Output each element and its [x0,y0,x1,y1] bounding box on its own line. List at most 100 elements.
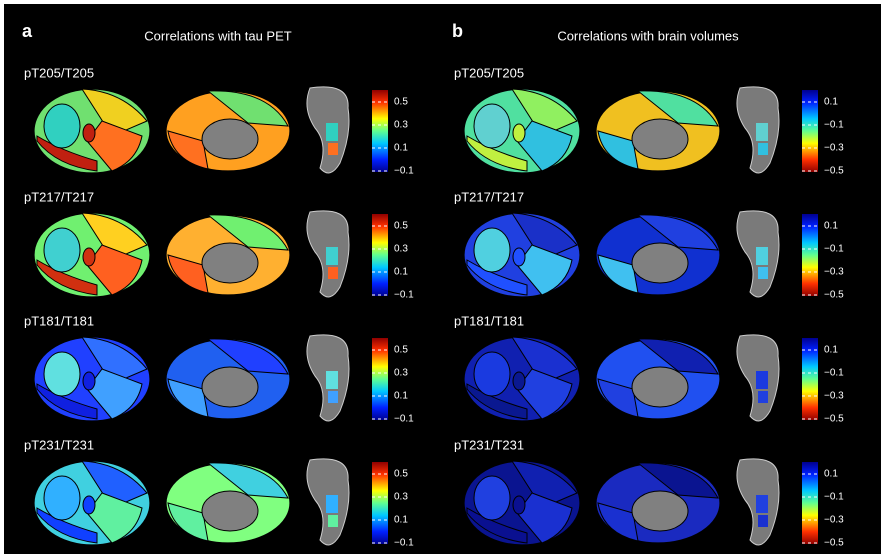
brain-region [473,103,511,149]
brain-region [516,244,573,296]
colorbar [802,462,818,544]
colorbar-tick-label: 0.1 [394,391,408,402]
brain-region [473,475,511,521]
colorbar-tick-label: −0.5 [824,166,844,177]
colorbar [802,214,818,296]
brain-region [511,212,578,261]
brain-core [201,366,259,408]
row-label: pT181/T181 [454,313,524,328]
brain-region [636,90,719,127]
brain-region [81,336,148,385]
brain-region [206,462,289,499]
brain-region [82,371,96,391]
brain-region [43,227,81,273]
colorbar-tick-label: 0.5 [394,221,408,232]
brain-region [86,492,143,544]
brain-region [512,247,526,267]
colorbar-tick-label: −0.1 [824,244,844,255]
brain-region [86,120,143,172]
brain-region [326,123,338,141]
colorbar-tick-label: 0.1 [824,345,838,356]
brain-region [756,495,768,513]
colorbar-tick-label: −0.3 [824,267,844,278]
brain-region [82,495,96,515]
colorbar-tick-label: 0.1 [824,97,838,108]
brain-region [516,492,573,544]
colorbar [372,338,388,420]
colorbar-tick-label: 0.1 [824,221,838,232]
colorbar-tick-label: −0.1 [824,492,844,503]
brain-region [43,103,81,149]
brain-region [758,267,768,279]
row-label: pT205/T205 [454,65,524,80]
brain-region [82,123,96,143]
colorbar-tick-label: 0.1 [394,515,408,526]
panel-label: a [22,21,33,41]
colorbar-tick-label: −0.3 [824,515,844,526]
colorbar-tick-label: 0.1 [824,469,838,480]
brain-core [631,366,689,408]
colorbar-tick-label: 0.3 [394,368,408,379]
brain-region [206,338,289,375]
colorbar-tick-label: 0.5 [394,345,408,356]
brain-region [636,338,719,375]
colorbar [372,214,388,296]
colorbar [802,90,818,172]
brain-region [206,90,289,127]
colorbar-tick-label: −0.3 [824,391,844,402]
brain-core [201,490,259,532]
panel-title: Correlations with tau PET [144,28,291,43]
brain-core [631,118,689,160]
brain-region [511,336,578,385]
brain-region [636,462,719,499]
brain-region [756,123,768,141]
brain-region [167,502,209,542]
brain-region [516,120,573,172]
brain-region [326,371,338,389]
brain-region [756,247,768,265]
brain-region [597,130,639,170]
brain-core [201,242,259,284]
brain-region [326,247,338,265]
colorbar [802,338,818,420]
brain-region [86,244,143,296]
brain-region [512,123,526,143]
brain-region [328,143,338,155]
brain-region [516,368,573,420]
row-label: pT231/T231 [24,437,94,452]
colorbar-tick-label: 0.3 [394,120,408,131]
colorbar-tick-label: −0.3 [824,143,844,154]
colorbar-tick-label: 0.3 [394,244,408,255]
brain-region [473,227,511,273]
brain-region [43,475,81,521]
brain-region [758,391,768,403]
colorbar-tick-label: −0.1 [394,290,414,301]
colorbar-tick-label: 0.5 [394,469,408,480]
brain-region [82,247,96,267]
colorbar-tick-label: 0.5 [394,97,408,108]
row-label: pT231/T231 [454,437,524,452]
brain-region [206,214,289,251]
colorbar-tick-label: 0.1 [394,143,408,154]
panel-label: b [452,21,463,41]
brain-core [631,242,689,284]
brain-region [328,515,338,527]
colorbar-tick-label: −0.5 [824,290,844,301]
brain-region [512,495,526,515]
brain-region [43,351,81,397]
colorbar [372,90,388,172]
brain-region [167,378,209,418]
brain-region [167,254,209,294]
colorbar-tick-label: −0.1 [394,414,414,425]
brain-region [326,495,338,513]
colorbar-tick-label: 0.1 [394,267,408,278]
brain-region [328,391,338,403]
row-label: pT205/T205 [24,65,94,80]
colorbar [372,462,388,544]
colorbar-tick-label: −0.5 [824,538,844,549]
brain-region [597,254,639,294]
brain-region [81,88,148,137]
brain-region [512,371,526,391]
brain-region [758,143,768,155]
colorbar-tick-label: −0.1 [824,120,844,131]
